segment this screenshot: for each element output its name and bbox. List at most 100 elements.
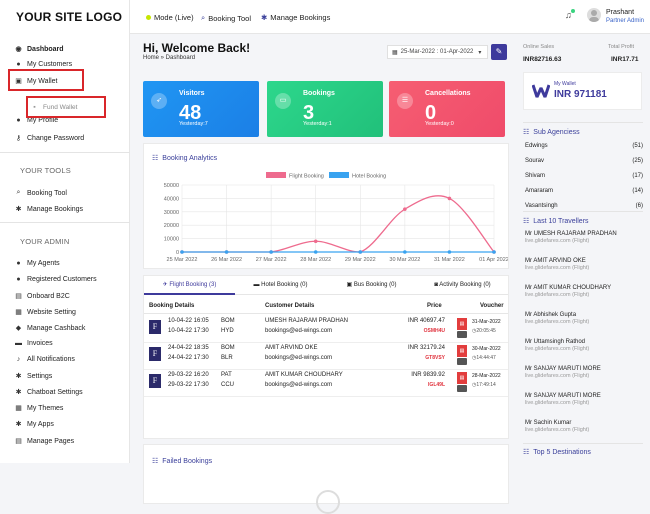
traveller-source: live.glidefares.com (Flight): [525, 373, 590, 379]
sidebar-item-my-apps[interactable]: ✱ My Apps: [14, 420, 54, 429]
tab-label: Bus Booking (0): [353, 282, 397, 288]
sidebar-item-my-customers[interactable]: ● My Customers: [14, 61, 72, 68]
cancellations-card[interactable]: ☰ Cancellations 0: [389, 81, 505, 137]
customer-email[interactable]: bookings@ed-wings.com: [265, 355, 333, 361]
sidebar-item-label: Settings: [27, 372, 53, 380]
manage-bookings-label: Manage Bookings: [270, 13, 331, 22]
divider: [144, 313, 508, 314]
list-item[interactable]: Vasantsingh (6): [525, 203, 643, 209]
sidebar-item-label: My Apps: [27, 420, 54, 428]
customer-email[interactable]: bookings@ed-wings.com: [265, 382, 333, 388]
sidebar-item-my-profile[interactable]: ● My Profile: [14, 117, 58, 124]
failed-bookings-panel: ☷ Failed Bookings: [143, 444, 509, 514]
sidebar-item-settings[interactable]: ✱ Settings: [14, 372, 53, 381]
sidebar-item-chatboat-settings[interactable]: ✱ Chatboat Settings: [14, 388, 83, 397]
gear-icon: ✱: [261, 13, 268, 22]
pnr-code: IGL49L: [428, 382, 445, 388]
tab-hotel-booking[interactable]: ▬ Hotel Booking (0): [235, 276, 326, 295]
destination-code: CCU: [221, 382, 234, 388]
destination-code: BLR: [221, 355, 233, 361]
pdf-voucher-icon[interactable]: ▤: [457, 372, 467, 384]
sidebar-item-manage-bookings[interactable]: ✱ Manage Bookings: [14, 205, 83, 214]
bed-icon: ▬: [253, 282, 260, 288]
printer-icon[interactable]: [457, 385, 467, 392]
list-item[interactable]: Shivam (17): [525, 173, 643, 179]
sidebar-item-change-password[interactable]: ⚷ Change Password: [14, 134, 84, 143]
divider: [523, 122, 643, 123]
sidebar-item-my-themes[interactable]: ▦ My Themes: [14, 404, 63, 413]
my-wallet-card[interactable]: My Wallet INR 971181: [523, 72, 642, 110]
bell-icon[interactable]: ♫: [565, 9, 575, 20]
traveller-name: Mr AMIT ARVIND OKE: [525, 258, 586, 264]
fund-icon: ▪: [33, 104, 36, 111]
tab-flight-booking[interactable]: ✈ Flight Booking (3): [144, 276, 235, 295]
sidebar-item-manage-pages[interactable]: ▤ Manage Pages: [14, 437, 74, 446]
tab-label: Hotel Booking (0): [261, 282, 308, 288]
list-item[interactable]: Edwings (51): [525, 143, 643, 149]
list-item[interactable]: Mr AMIT ARVIND OKE live.glidefares.com (F…: [525, 258, 645, 271]
list-item[interactable]: Mr SANJAY MARUTI MORE live.glidefares.com…: [525, 393, 645, 406]
visitors-card[interactable]: ➶ Visitors 48: [143, 81, 259, 137]
bus-icon: ▣: [346, 282, 353, 288]
loading-spinner-icon: [316, 490, 340, 514]
card-value: 3: [303, 102, 315, 124]
customers-icon: ●: [16, 276, 21, 283]
sidebar-item-manage-cashback[interactable]: ◆ Manage Cashback: [14, 324, 86, 333]
sidebar-item-registered-customers[interactable]: ● Registered Customers: [14, 276, 96, 283]
list-item[interactable]: Mr Uttamsingh Rathod live.glidefares.com …: [525, 339, 645, 352]
sidebar-item-onboard-b2c[interactable]: ▤ Onboard B2C: [14, 292, 70, 301]
sidebar-item-invoices[interactable]: ▬ Invoices: [14, 340, 53, 347]
y-tick-label: 40000: [164, 196, 179, 202]
manage-bookings-link[interactable]: ✱ Manage Bookings: [261, 13, 330, 22]
table-row[interactable]: F 10-04-22 16:05 10-04-22 17:30 BOM HYD UMESH…: [144, 316, 508, 343]
y-tick-label: 20000: [164, 223, 179, 229]
sidebar-item-my-wallet[interactable]: ▣ My Wallet: [14, 77, 57, 86]
pdf-voucher-icon[interactable]: ▤: [457, 345, 467, 357]
tab-activity-booking[interactable]: ◙ Activity Booking (0): [417, 276, 508, 295]
sidebar-item-booking-tool[interactable]: ⌕ Booking Tool: [14, 189, 67, 197]
printer-icon[interactable]: [457, 331, 467, 338]
printer-icon[interactable]: [457, 358, 467, 365]
traveller-name: Mr Uttamsingh Rathod: [525, 339, 586, 345]
user-name[interactable]: Prashant: [606, 9, 635, 16]
site-logo[interactable]: YOUR SITE LOGO: [16, 10, 123, 24]
online-sales-label: Online Sales: [523, 44, 555, 50]
list-item[interactable]: Amararam (14): [525, 188, 643, 194]
mode-toggle[interactable]: Mode (Live): [146, 13, 194, 22]
agency-count: (14): [632, 188, 643, 194]
traveller-source: live.glidefares.com (Flight): [525, 292, 590, 298]
analytics-icon: ☷: [152, 458, 159, 465]
customer-email[interactable]: bookings@ed-wings.com: [265, 328, 333, 334]
sidebar-item-fund-wallet[interactable]: ▪ Fund Wallet: [30, 104, 77, 111]
list-item[interactable]: Mr AMIT KUMAR CHOUDHARY live.glidefares.c…: [525, 285, 645, 298]
avatar[interactable]: [587, 8, 601, 22]
tab-bus-booking[interactable]: ▣ Bus Booking (0): [326, 276, 417, 295]
cancel-list-icon: ☰: [397, 93, 413, 109]
booking-tool-link[interactable]: ⌕ Booking Tool: [201, 13, 251, 23]
bookings-card[interactable]: ▭ Bookings 3: [267, 81, 383, 137]
sidebar-item-dashboard[interactable]: ◉ Dashboard: [14, 45, 63, 54]
sidebar-item-website-setting[interactable]: ▦ Website Setting: [14, 308, 76, 317]
table-row[interactable]: F 29-03-22 16:20 29-03-22 17:30 PAT CCU AMIT …: [144, 370, 508, 397]
airline-logo-icon: F: [149, 374, 161, 388]
data-point: [313, 239, 318, 244]
analytics-icon: ☷: [523, 449, 530, 456]
list-item[interactable]: Sourav (25): [525, 158, 643, 164]
list-item[interactable]: Mr Abhishek Gupta live.glidefares.com (Fl…: [525, 312, 645, 325]
chat-icon: ✱: [15, 389, 22, 396]
pdf-voucher-icon[interactable]: ▤: [457, 318, 467, 330]
table-row[interactable]: F 24-04-22 18:35 24-04-22 17:30 BOM BLR AMIT …: [144, 343, 508, 370]
sidebar-item-all-notifications[interactable]: ♪ All Notifications: [14, 356, 75, 363]
agency-name: Edwings: [525, 143, 548, 149]
list-item[interactable]: Mr UMESH RAJARAM PRADHAN live.glidefares.…: [525, 231, 645, 244]
date-range-picker[interactable]: ▦ 25-Mar-2022 : 01-Apr-2022 ▾: [387, 45, 488, 59]
booking-price: INR 40697.47: [407, 318, 445, 324]
last-travellers-header: ☷ Last 10 Travellers: [523, 217, 589, 226]
page-title: Hi, Welcome Back!: [143, 41, 251, 55]
list-item[interactable]: Mr SANJAY MARUTI MORE live.glidefares.com…: [525, 366, 645, 379]
top-destinations-title: Top 5 Destinations: [533, 448, 591, 456]
edit-date-button[interactable]: ✎: [491, 44, 507, 60]
sidebar-item-my-agents[interactable]: ● My Agents: [14, 260, 59, 267]
traveller-name: Mr AMIT KUMAR CHOUDHARY: [525, 285, 612, 291]
list-item[interactable]: Mr Sachin Kumar live.glidefares.com (Flig…: [525, 420, 645, 433]
